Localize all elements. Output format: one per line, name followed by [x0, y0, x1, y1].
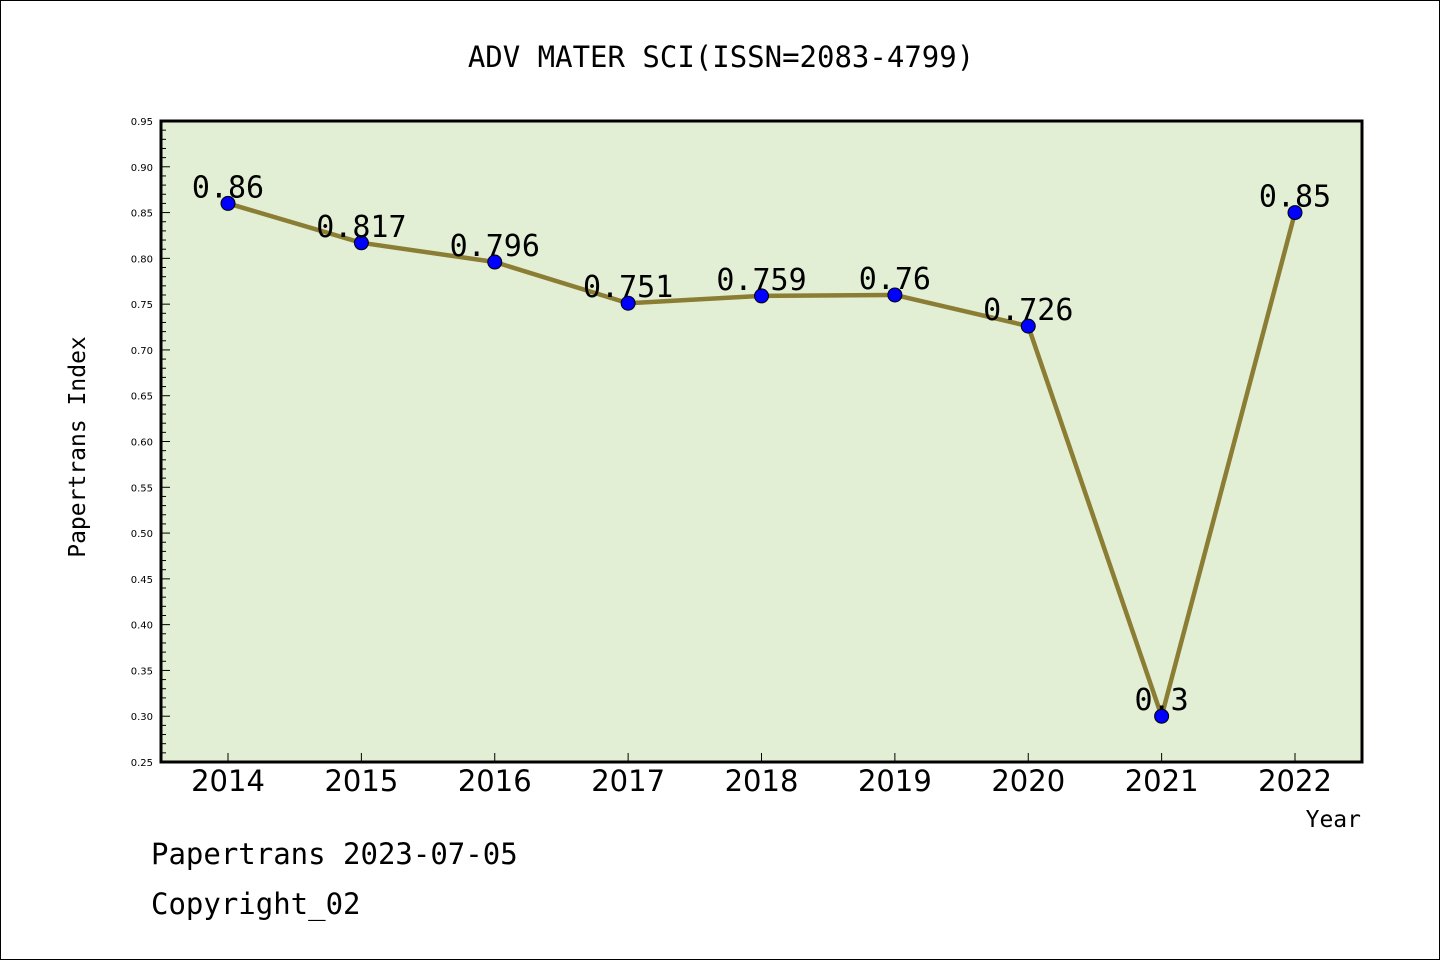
- x-tick-label: 2015: [324, 764, 398, 798]
- data-point: [220, 195, 236, 211]
- x-tick-label: 2020: [991, 764, 1065, 798]
- x-tick-label: 2019: [858, 764, 932, 798]
- y-tick-label: 0.45: [131, 575, 153, 586]
- data-point: [620, 295, 636, 311]
- y-tick-label: 0.95: [131, 117, 153, 128]
- data-label: 0.76: [859, 262, 931, 297]
- data-label: 0.726: [983, 293, 1073, 328]
- data-point: [353, 235, 369, 251]
- data-point: [754, 288, 769, 304]
- y-tick-label: 0.50: [131, 529, 153, 540]
- data-point: [1287, 205, 1303, 221]
- data-label: 0.759: [716, 263, 806, 298]
- data-labels: 0.86 0.817 0.796 0.751 0.759 0.76 0.726 0.3 0.85: [192, 170, 1331, 718]
- data-label: 0.86: [192, 170, 264, 205]
- y-tick-label: 0.70: [131, 346, 153, 357]
- y-tick-label: 0.80: [131, 254, 153, 265]
- data-label: 0.85: [1259, 180, 1331, 215]
- x-tick-label: 2022: [1258, 764, 1332, 798]
- data-point: [887, 287, 903, 303]
- y-axis: 0.25 0.30 0.35 0.40 0.45 0.50 0.55 0.60 0.65 0.70…: [131, 117, 170, 769]
- data-point: [1154, 708, 1170, 724]
- data-point: [487, 254, 503, 270]
- y-tick-label: 0.65: [131, 392, 153, 403]
- footer-date-text: Papertrans 2023-07-05: [151, 837, 518, 871]
- data-label: 0.817: [316, 210, 406, 245]
- footer-copyright-text: Copyright_02: [151, 887, 361, 921]
- data-label: 0.751: [583, 270, 673, 305]
- plot-area: [159, 119, 1364, 764]
- chart-title: ADV MATER SCI(ISSN=2083-4799): [468, 40, 974, 74]
- x-tick-label: 2014: [191, 764, 265, 798]
- y-tick-label: 0.35: [131, 666, 153, 677]
- y-tick-label: 0.85: [131, 209, 153, 220]
- y-tick-label: 0.25: [131, 758, 153, 769]
- x-axis: 2014 2015 2016 2017 2018 2019 2020 2021 2022: [191, 753, 1332, 798]
- data-point: [1020, 318, 1036, 334]
- y-tick-label: 0.90: [131, 163, 153, 174]
- x-tick-label: 2016: [458, 764, 532, 798]
- data-points: [220, 195, 1303, 724]
- x-tick-label: 2021: [1125, 764, 1199, 798]
- y-tick-label: 0.40: [131, 621, 153, 632]
- x-axis-label: Year: [1306, 807, 1361, 833]
- x-tick-label: 2018: [725, 764, 799, 798]
- y-axis-label: Papertrans Index: [65, 336, 91, 558]
- x-tick-label: 2017: [591, 764, 665, 798]
- data-label: 0.3: [1135, 683, 1189, 718]
- y-tick-label: 0.55: [131, 483, 153, 494]
- y-tick-label: 0.60: [131, 438, 153, 449]
- y-tick-label: 0.75: [131, 300, 153, 311]
- data-label: 0.796: [450, 229, 540, 264]
- y-tick-label: 0.30: [131, 712, 153, 723]
